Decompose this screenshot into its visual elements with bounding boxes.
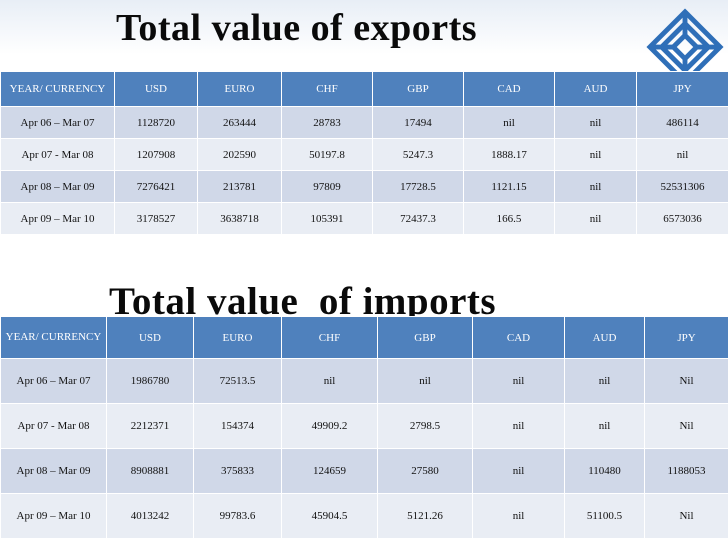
- table-row: Apr 08 – Mar 09 8908881 375833 124659 27…: [0, 448, 728, 494]
- euro-cell: 3638718: [197, 202, 282, 235]
- header-gbp: GBP: [372, 71, 464, 107]
- header-euro: EURO: [197, 71, 282, 107]
- cad-cell: nil: [472, 448, 565, 494]
- table-row: Apr 07 - Mar 08 1207908 202590 50197.8 5…: [0, 138, 728, 171]
- cad-cell: nil: [472, 358, 565, 404]
- usd-cell: 1986780: [106, 358, 194, 404]
- year-cell: Apr 09 – Mar 10: [0, 493, 107, 539]
- year-cell: Apr 06 – Mar 07: [0, 106, 115, 139]
- imports-header-row: YEAR/ CURRENCY USD EURO CHF GBP CAD AUD …: [0, 316, 728, 359]
- header-cad: CAD: [463, 71, 555, 107]
- usd-cell: 8908881: [106, 448, 194, 494]
- header-year-currency: YEAR/ CURRENCY: [0, 71, 115, 107]
- table-row: Apr 07 - Mar 08 2212371 154374 49909.2 2…: [0, 403, 728, 449]
- cad-cell: nil: [463, 106, 555, 139]
- chf-cell: 124659: [281, 448, 378, 494]
- year-cell: Apr 09 – Mar 10: [0, 202, 115, 235]
- header-aud: AUD: [554, 71, 637, 107]
- header-jpy: JPY: [636, 71, 728, 107]
- aud-cell: nil: [554, 138, 637, 171]
- gbp-cell: 72437.3: [372, 202, 464, 235]
- cad-cell: 1121.15: [463, 170, 555, 203]
- exports-title: Total value of exports: [116, 7, 478, 49]
- gbp-cell: 5247.3: [372, 138, 464, 171]
- header-aud: AUD: [564, 316, 645, 359]
- chf-cell: nil: [281, 358, 378, 404]
- gbp-cell: nil: [377, 358, 473, 404]
- imports-title: Total value of imports: [109, 280, 497, 323]
- chf-cell: 97809: [281, 170, 373, 203]
- aud-cell: 51100.5: [564, 493, 645, 539]
- usd-cell: 3178527: [114, 202, 198, 235]
- usd-cell: 2212371: [106, 403, 194, 449]
- cad-cell: 166.5: [463, 202, 555, 235]
- chf-cell: 50197.8: [281, 138, 373, 171]
- table-row: Apr 08 – Mar 09 7276421 213781 97809 177…: [0, 170, 728, 203]
- table-row: Apr 09 – Mar 10 3178527 3638718 105391 7…: [0, 202, 728, 235]
- jpy-cell: 6573036: [636, 202, 728, 235]
- euro-cell: 154374: [193, 403, 282, 449]
- jpy-cell: 1188053: [644, 448, 728, 494]
- gbp-cell: 17494: [372, 106, 464, 139]
- imports-table: YEAR/ CURRENCY USD EURO CHF GBP CAD AUD …: [0, 316, 728, 539]
- aud-cell: nil: [554, 202, 637, 235]
- year-cell: Apr 06 – Mar 07: [0, 358, 107, 404]
- year-cell: Apr 07 - Mar 08: [0, 403, 107, 449]
- aud-cell: nil: [564, 358, 645, 404]
- gbp-cell: 17728.5: [372, 170, 464, 203]
- usd-cell: 1128720: [114, 106, 198, 139]
- euro-cell: 213781: [197, 170, 282, 203]
- euro-cell: 72513.5: [193, 358, 282, 404]
- chf-cell: 105391: [281, 202, 373, 235]
- aud-cell: nil: [564, 403, 645, 449]
- header-euro: EURO: [193, 316, 282, 359]
- usd-cell: 7276421: [114, 170, 198, 203]
- chf-cell: 49909.2: [281, 403, 378, 449]
- chf-cell: 28783: [281, 106, 373, 139]
- jpy-cell: 52531306: [636, 170, 728, 203]
- usd-cell: 4013242: [106, 493, 194, 539]
- gbp-cell: 2798.5: [377, 403, 473, 449]
- year-cell: Apr 08 – Mar 09: [0, 170, 115, 203]
- aud-cell: 110480: [564, 448, 645, 494]
- header-gbp: GBP: [377, 316, 473, 359]
- chf-cell: 45904.5: [281, 493, 378, 539]
- year-cell: Apr 08 – Mar 09: [0, 448, 107, 494]
- table-row: Apr 06 – Mar 07 1128720 263444 28783 174…: [0, 106, 728, 139]
- year-cell: Apr 07 - Mar 08: [0, 138, 115, 171]
- usd-cell: 1207908: [114, 138, 198, 171]
- header-usd: USD: [114, 71, 198, 107]
- gbp-cell: 5121.26: [377, 493, 473, 539]
- aud-cell: nil: [554, 170, 637, 203]
- jpy-cell: Nil: [644, 403, 728, 449]
- euro-cell: 99783.6: [193, 493, 282, 539]
- gbp-cell: 27580: [377, 448, 473, 494]
- exports-header-row: YEAR/ CURRENCY USD EURO CHF GBP CAD AUD …: [0, 71, 728, 107]
- header-chf: CHF: [281, 71, 373, 107]
- exports-table: YEAR/ CURRENCY USD EURO CHF GBP CAD AUD …: [0, 71, 728, 235]
- cad-cell: 1888.17: [463, 138, 555, 171]
- aud-cell: nil: [554, 106, 637, 139]
- jpy-cell: nil: [636, 138, 728, 171]
- jpy-cell: Nil: [644, 493, 728, 539]
- table-row: Apr 09 – Mar 10 4013242 99783.6 45904.5 …: [0, 493, 728, 539]
- euro-cell: 375833: [193, 448, 282, 494]
- cad-cell: nil: [472, 493, 565, 539]
- table-row: Apr 06 – Mar 07 1986780 72513.5 nil nil …: [0, 358, 728, 404]
- euro-cell: 263444: [197, 106, 282, 139]
- header-cad: CAD: [472, 316, 565, 359]
- jpy-cell: Nil: [644, 358, 728, 404]
- header-usd: USD: [106, 316, 194, 359]
- header-year-currency: YEAR/ CURRENCY: [0, 316, 107, 359]
- header-chf: CHF: [281, 316, 378, 359]
- jpy-cell: 486114: [636, 106, 728, 139]
- euro-cell: 202590: [197, 138, 282, 171]
- cad-cell: nil: [472, 403, 565, 449]
- header-jpy: JPY: [644, 316, 728, 359]
